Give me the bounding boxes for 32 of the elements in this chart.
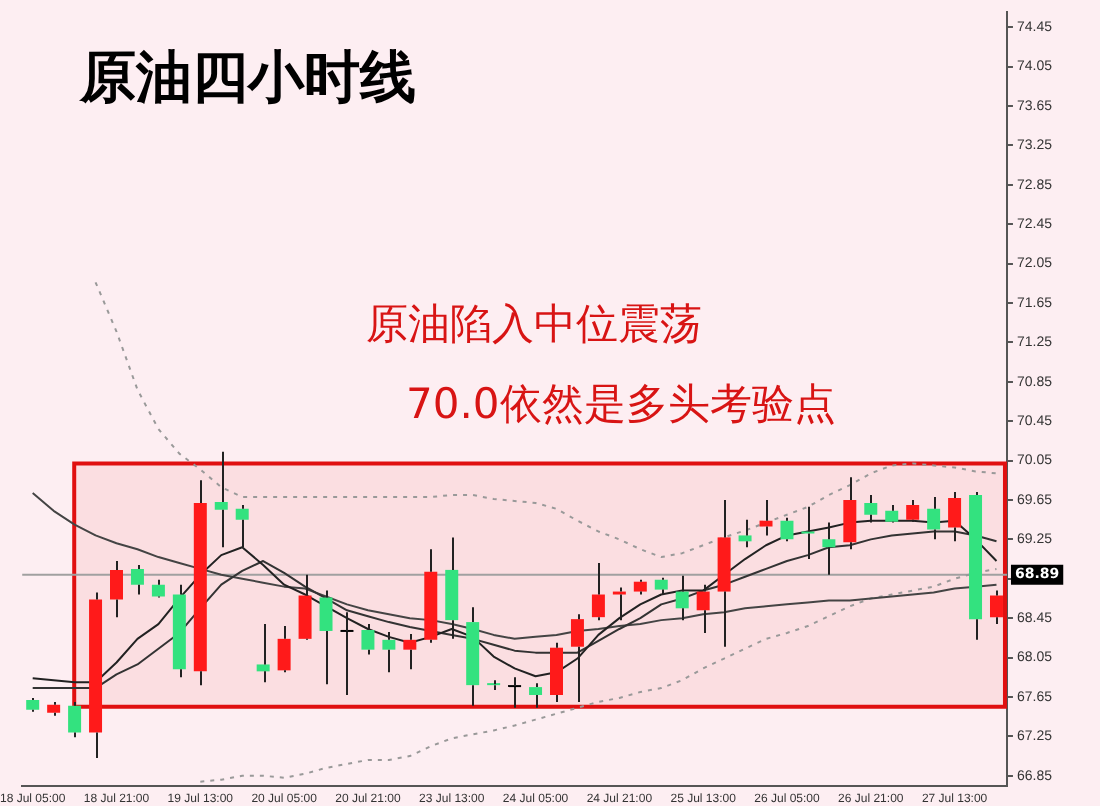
- candlestick: [529, 682, 543, 709]
- candlestick: [738, 518, 752, 549]
- candlestick: [508, 676, 522, 709]
- candlestick: [403, 632, 417, 671]
- candlestick: [445, 536, 459, 640]
- candlestick: [298, 573, 312, 639]
- candlestick: [151, 578, 165, 597]
- candlestick: [361, 623, 375, 656]
- candlestick: [110, 560, 123, 619]
- candlestick: [591, 562, 605, 622]
- candlestick: [990, 589, 1003, 626]
- candlestick: [47, 700, 61, 717]
- candlestick: [696, 583, 710, 634]
- candlestick: [633, 578, 647, 596]
- candlestick: [68, 700, 82, 739]
- candlestick: [487, 679, 501, 692]
- candlestick: [172, 583, 186, 679]
- candlestick: [277, 625, 291, 674]
- candlestick: [424, 548, 438, 644]
- candlestick: [654, 576, 668, 596]
- annotation: 原油陷入中位震荡: [366, 298, 702, 352]
- candlestick: [214, 450, 228, 549]
- candlestick: [382, 630, 396, 674]
- candlestick: [612, 586, 626, 622]
- line-series: [94, 281, 998, 559]
- candlestick: [130, 563, 144, 596]
- candlestick: [759, 498, 773, 537]
- candlestick: [675, 574, 689, 622]
- text: 原油四小时线: [80, 42, 416, 114]
- candlestick: [26, 696, 40, 713]
- candlestick: [256, 623, 270, 684]
- annotation: 70.0依然是多头考验点: [406, 378, 836, 432]
